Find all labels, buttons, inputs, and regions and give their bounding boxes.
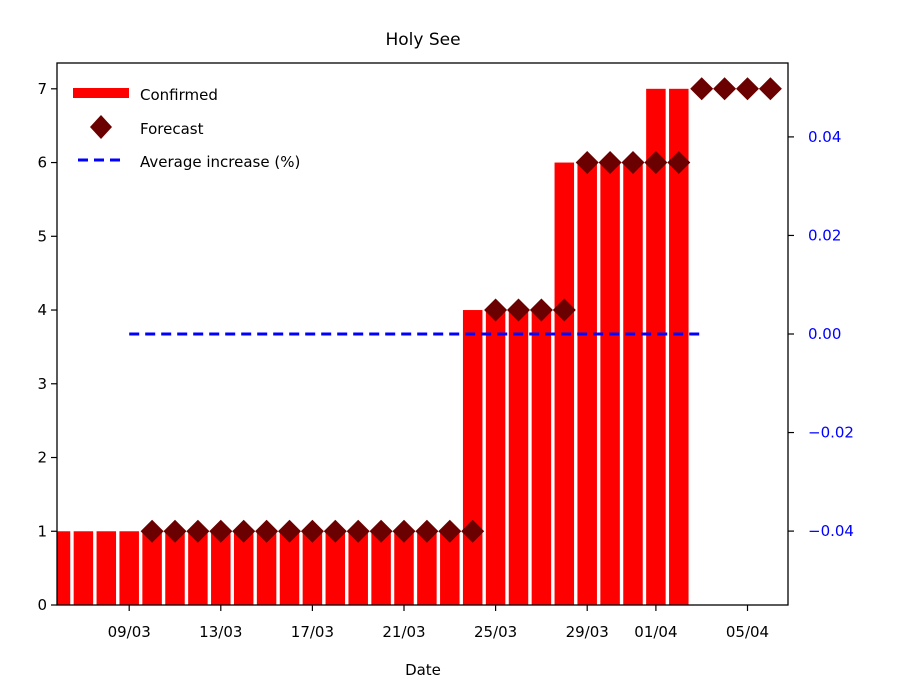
y2-tick-label: 0.00 <box>808 325 841 343</box>
bar <box>669 88 689 606</box>
bar <box>165 531 185 605</box>
y2-tick-label: −0.02 <box>808 424 854 442</box>
bar <box>508 310 529 605</box>
forecast-marker <box>484 298 508 322</box>
x-tick-label: 05/04 <box>726 623 769 641</box>
bar <box>279 531 300 605</box>
forecast-marker <box>300 519 324 543</box>
legend: Confirmed Forecast Average increase (%) <box>73 86 300 171</box>
forecast-marker <box>736 77 759 101</box>
forecast-marker <box>255 519 279 543</box>
forecast-marker <box>621 151 645 175</box>
forecast-marker <box>461 519 485 543</box>
forecast-marker <box>529 298 553 322</box>
bar <box>371 531 391 605</box>
bar <box>188 531 208 605</box>
y-tick-label: 0 <box>37 596 47 614</box>
forecast-marker <box>552 298 576 322</box>
forecast-marker <box>415 519 439 543</box>
bars-layer <box>57 88 689 606</box>
forecast-marker <box>438 519 462 543</box>
x-tick-label: 21/03 <box>382 623 425 641</box>
bar <box>142 531 162 605</box>
x-tick-label: 09/03 <box>108 623 151 641</box>
forecast-marker <box>690 77 714 101</box>
legend-swatch-forecast <box>90 115 112 139</box>
x-tick-label: 17/03 <box>291 623 334 641</box>
forecast-marker <box>186 519 210 543</box>
forecast-marker <box>667 151 691 175</box>
bar <box>211 531 231 605</box>
forecast-marker <box>140 519 164 543</box>
bar <box>577 162 597 605</box>
forecast-marker <box>598 151 622 175</box>
y-tick-label: 1 <box>37 522 47 540</box>
bar <box>256 531 277 605</box>
x-tick-label: 01/04 <box>634 623 677 641</box>
y-tick-label: 6 <box>37 154 47 172</box>
bar <box>440 531 460 605</box>
bar <box>73 531 94 605</box>
y2-tick-label: −0.04 <box>808 522 854 540</box>
bar <box>554 162 575 605</box>
y-tick-label: 7 <box>37 80 47 98</box>
chart-title: Holy See <box>385 30 460 50</box>
y-tick-label: 5 <box>37 227 47 245</box>
bar <box>57 531 71 605</box>
bar <box>325 531 346 605</box>
x-tick-label: 13/03 <box>199 623 242 641</box>
x-tick-label: 29/03 <box>566 623 609 641</box>
legend-swatch-confirmed <box>73 88 129 98</box>
y2-tick-label: 0.04 <box>808 128 841 146</box>
y-tick-label: 3 <box>37 375 47 393</box>
y-axis-left: 0 1 2 3 4 5 6 7 <box>37 80 57 614</box>
legend-label-forecast: Forecast <box>140 120 204 138</box>
forecast-marker <box>392 519 416 543</box>
y-axis-right: −0.04 −0.02 0.00 0.02 0.04 <box>788 128 854 540</box>
y2-tick-label: 0.02 <box>808 226 841 244</box>
bar <box>302 531 323 605</box>
forecast-marker <box>323 519 347 543</box>
y-tick-label: 2 <box>37 449 47 467</box>
bar <box>623 162 643 605</box>
forecast-marker <box>575 151 599 175</box>
forecast-marker <box>713 77 737 101</box>
forecast-marker <box>758 77 782 101</box>
forecast-markers-layer <box>140 77 782 543</box>
legend-label-average: Average increase (%) <box>140 153 300 171</box>
bar <box>119 531 139 605</box>
bar <box>96 531 117 605</box>
x-tick-label: 25/03 <box>474 623 517 641</box>
forecast-marker <box>507 298 530 322</box>
forecast-marker <box>278 519 301 543</box>
bar <box>417 531 437 605</box>
y-tick-label: 4 <box>37 301 47 319</box>
forecast-marker <box>346 519 370 543</box>
bar <box>394 531 414 605</box>
bar <box>348 531 368 605</box>
bar <box>462 310 483 605</box>
bar <box>646 88 666 606</box>
bar <box>485 310 506 605</box>
bar <box>531 310 552 605</box>
forecast-marker <box>209 519 233 543</box>
x-axis-label: Date <box>405 661 441 679</box>
forecast-marker <box>163 519 187 543</box>
forecast-marker <box>644 151 668 175</box>
forecast-marker <box>232 519 256 543</box>
forecast-marker <box>369 519 393 543</box>
legend-label-confirmed: Confirmed <box>140 86 218 104</box>
bar <box>600 162 620 605</box>
x-axis: 09/03 13/03 17/03 21/03 25/03 29/03 01/04 05/04 <box>108 605 769 641</box>
bar <box>233 531 254 605</box>
